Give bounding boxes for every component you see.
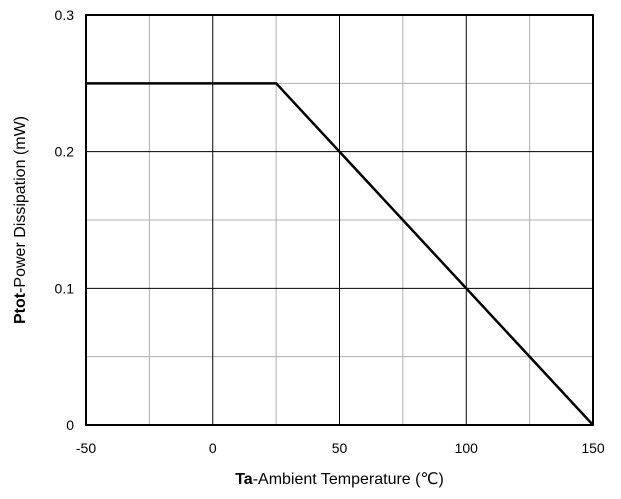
x-tick-label: -50 <box>76 440 96 456</box>
y-tick-label: 0.3 <box>55 7 75 23</box>
x-tick-label: 100 <box>455 440 479 456</box>
x-tick-label: 50 <box>332 440 348 456</box>
y-tick-label: 0.2 <box>55 144 75 160</box>
derating-curve <box>86 82 594 426</box>
y-tick-label: 0.1 <box>55 280 75 296</box>
y-tick-label: 0 <box>66 417 74 433</box>
plot-frame <box>85 14 594 426</box>
y-axis-label-text: -Power Dissipation (mW) <box>12 116 29 293</box>
x-axis-label-symbol: Ta <box>235 471 253 488</box>
y-axis-label-symbol: Ptot <box>12 292 29 324</box>
series-layer <box>86 82 594 426</box>
grid <box>85 14 594 426</box>
x-tick-label: 0 <box>209 440 217 456</box>
y-axis-label: Ptot-Power Dissipation (mW) <box>12 116 29 324</box>
x-axis-label-text: -Ambient Temperature (℃) <box>253 471 444 488</box>
x-axis-label: Ta-Ambient Temperature (℃) <box>235 471 444 488</box>
x-tick-label: 150 <box>581 440 605 456</box>
